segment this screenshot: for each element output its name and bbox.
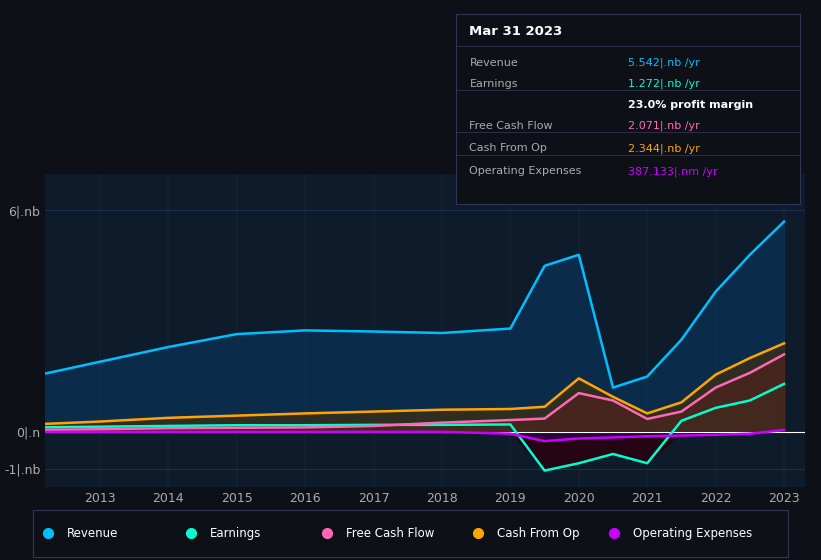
Text: Cash From Op: Cash From Op [498, 527, 580, 540]
Text: Free Cash Flow: Free Cash Flow [470, 120, 553, 130]
Text: 2.071|.nb /yr: 2.071|.nb /yr [628, 120, 699, 131]
Text: 387.133|.nm /yr: 387.133|.nm /yr [628, 166, 718, 177]
Text: Revenue: Revenue [470, 58, 518, 68]
Text: Operating Expenses: Operating Expenses [470, 166, 582, 176]
Text: Earnings: Earnings [470, 79, 518, 88]
Text: Operating Expenses: Operating Expenses [633, 527, 753, 540]
Text: 23.0% profit margin: 23.0% profit margin [628, 100, 753, 110]
Text: Mar 31 2023: Mar 31 2023 [470, 25, 562, 39]
Text: 2.344|.nb /yr: 2.344|.nb /yr [628, 143, 700, 154]
Text: Earnings: Earnings [210, 527, 262, 540]
Text: Revenue: Revenue [67, 527, 118, 540]
Text: 5.542|.nb /yr: 5.542|.nb /yr [628, 58, 699, 68]
Text: Free Cash Flow: Free Cash Flow [346, 527, 434, 540]
Text: Cash From Op: Cash From Op [470, 143, 548, 153]
Text: 1.272|.nb /yr: 1.272|.nb /yr [628, 79, 700, 89]
